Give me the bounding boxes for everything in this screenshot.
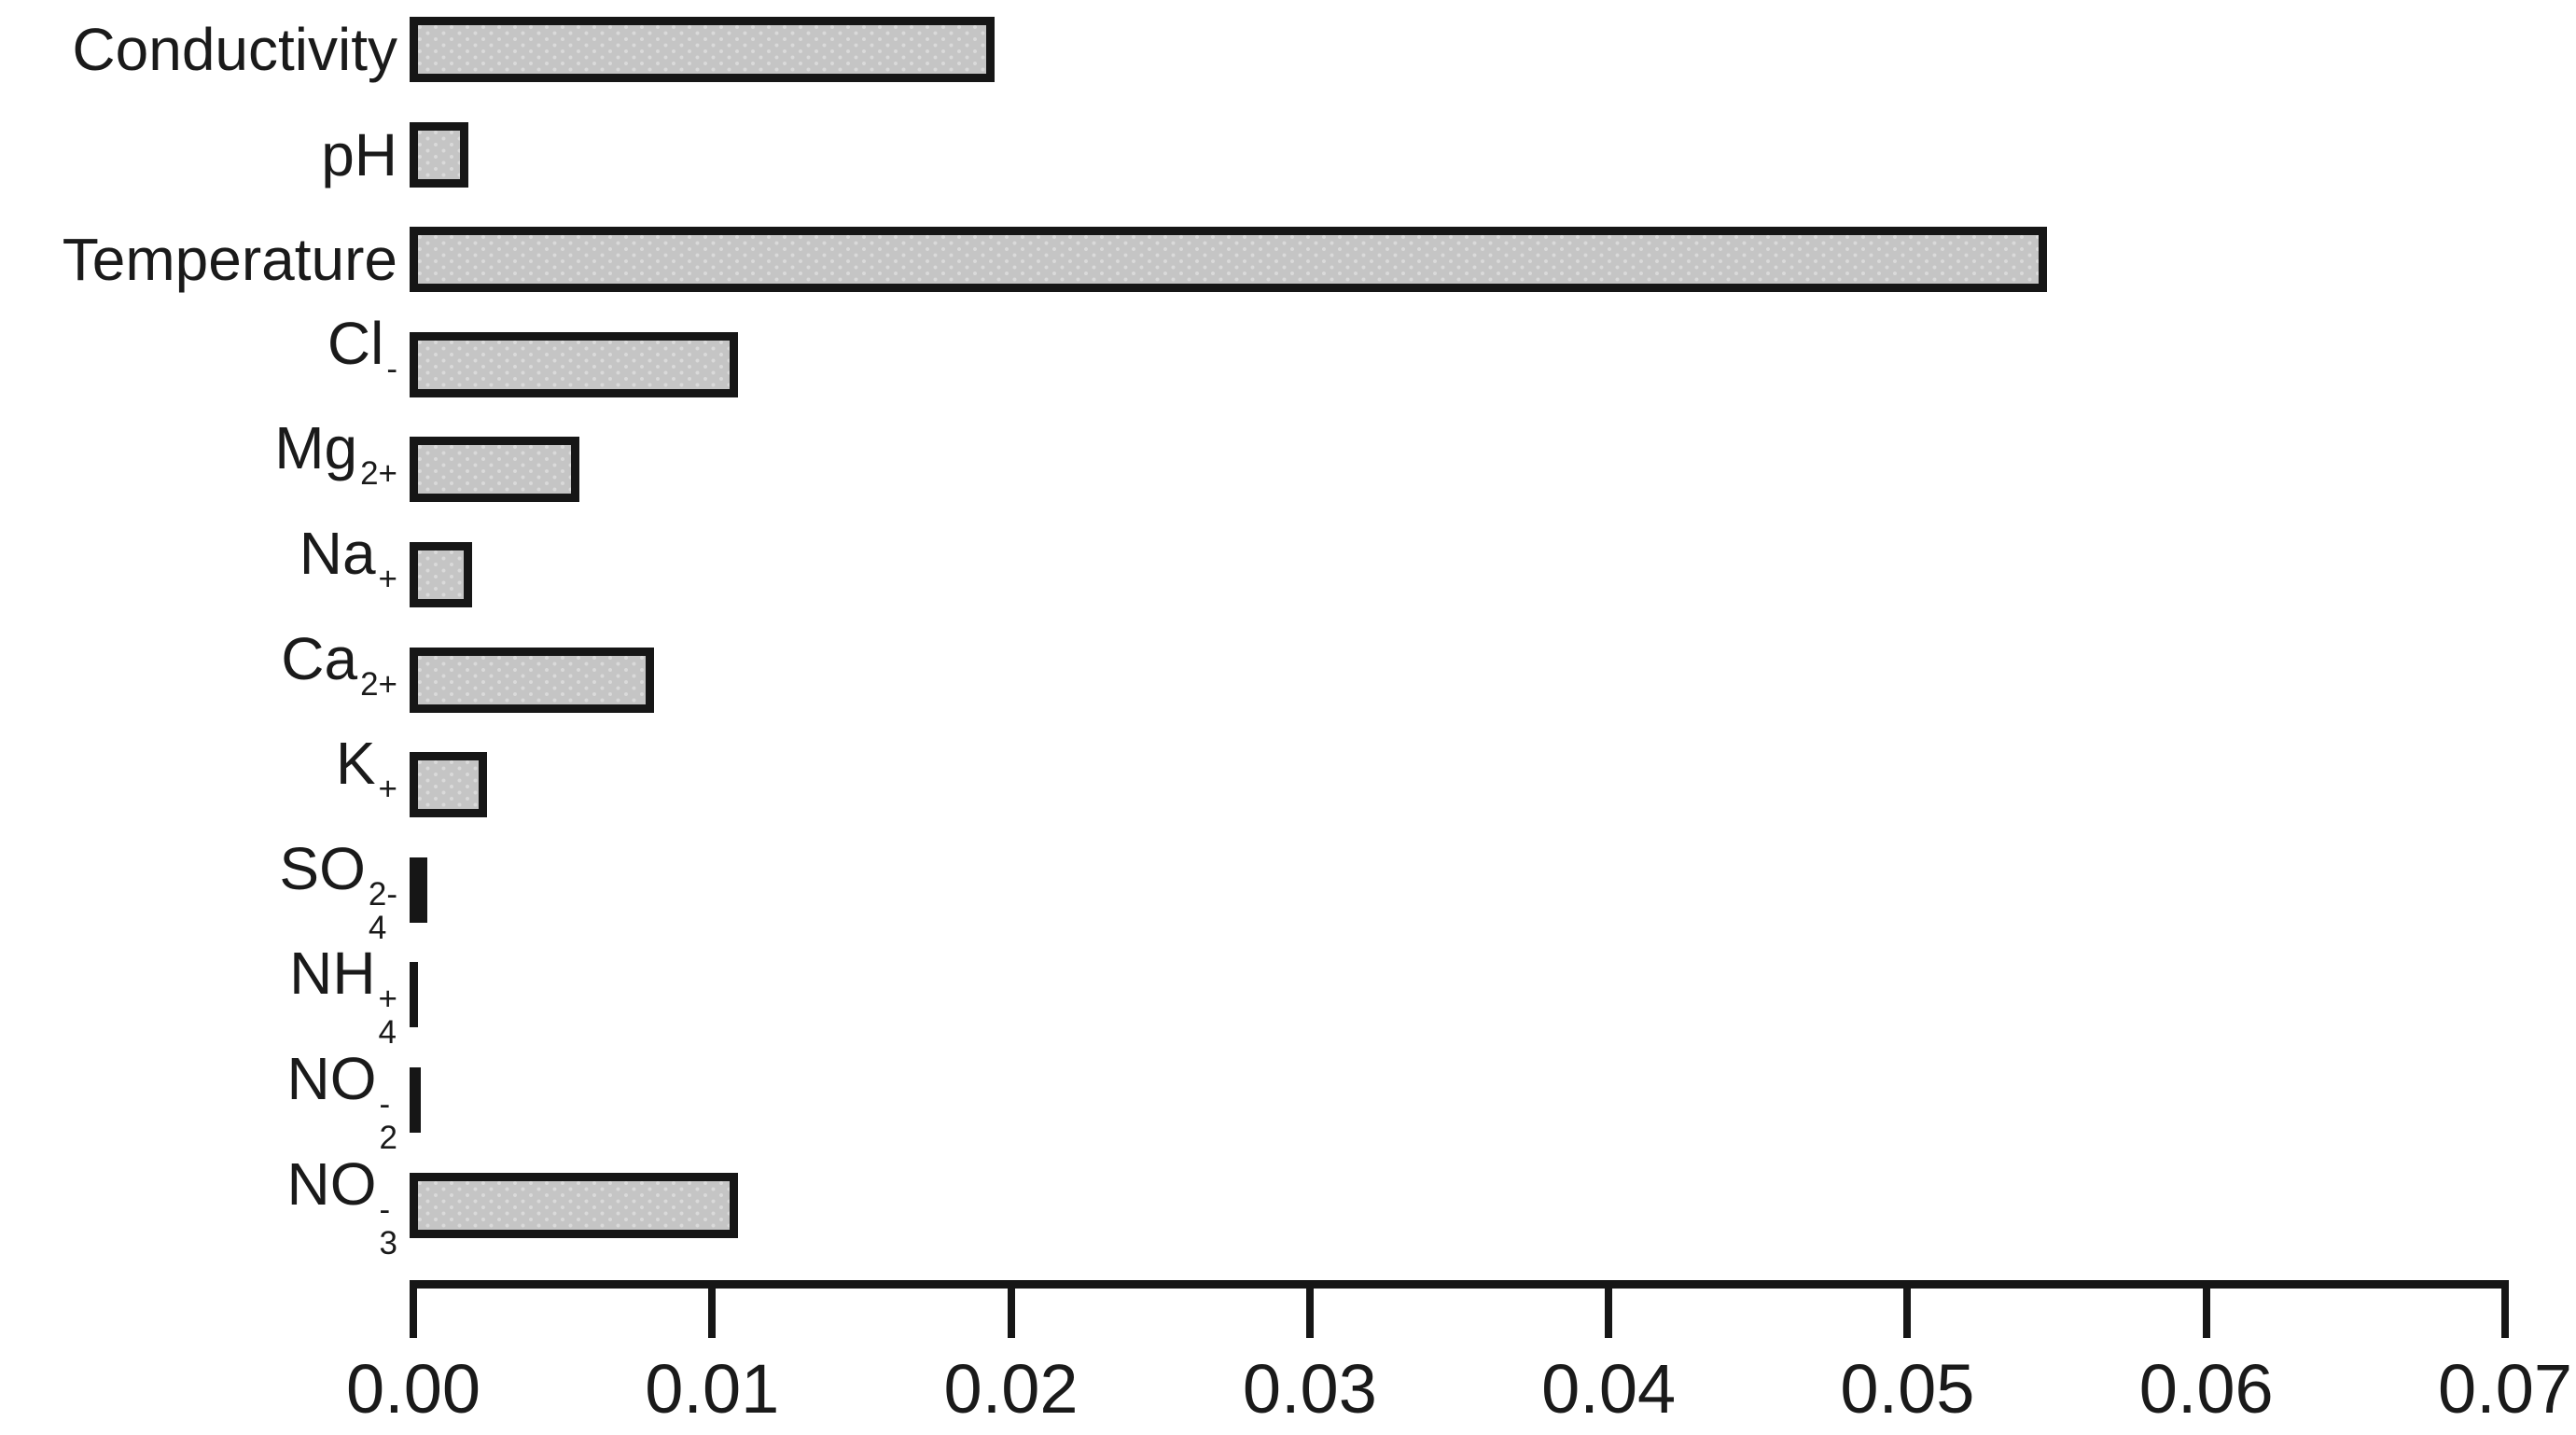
bar [410, 542, 472, 607]
category-label: Cl - [0, 311, 397, 397]
category-label-text: pH [321, 122, 397, 188]
category-sup-sub: - [386, 351, 397, 419]
x-axis-tick [1305, 1284, 1314, 1338]
category-label-text: Ca 2+ [281, 626, 397, 734]
bar [410, 122, 468, 188]
category-superscript: 2+ [360, 455, 397, 492]
x-axis-tick [2501, 1284, 2509, 1338]
category-label: Conductivity [0, 17, 397, 82]
category-base: Temperature [62, 226, 397, 293]
bar [410, 1067, 421, 1133]
category-label: Ca 2+ [0, 626, 397, 713]
category-label: NO -2 [0, 1046, 397, 1154]
x-axis-tick [410, 1284, 417, 1338]
category-label: SO 2- 4 [0, 836, 397, 944]
x-axis-tick-label: 0.04 [1541, 1350, 1677, 1428]
category-base: Conductivity [72, 16, 397, 83]
category-label-text: Temperature [63, 227, 397, 292]
category-subscript: 4 [368, 910, 387, 946]
category-label: Na + [0, 521, 397, 607]
x-axis-tick [1903, 1284, 1912, 1338]
category-sup-sub: 2+ [360, 455, 397, 523]
category-base: NO [286, 1045, 377, 1112]
x-axis-tick-label: 0.06 [2138, 1350, 2274, 1428]
x-axis-line [410, 1280, 2509, 1289]
category-superscript: - [379, 1086, 391, 1122]
bar [410, 437, 579, 502]
bar [410, 648, 654, 713]
category-label-text: Mg 2+ [274, 415, 397, 523]
category-superscript: + [378, 771, 397, 807]
category-base: Mg [274, 414, 358, 481]
category-superscript: 2- [368, 876, 397, 913]
category-label: Temperature [0, 227, 397, 292]
category-label-text: Conductivity [72, 17, 397, 82]
category-sup-sub: 2+ [360, 666, 397, 734]
category-label-text: NO -3 [287, 1151, 397, 1260]
category-label: K + [0, 731, 397, 817]
x-axis-tick-label: 0.00 [345, 1350, 481, 1428]
category-superscript: - [386, 351, 397, 387]
bar [410, 962, 418, 1027]
category-superscript: + [378, 981, 397, 1017]
category-superscript: 2+ [360, 666, 397, 703]
x-axis-tick [2202, 1284, 2210, 1338]
category-base: SO [279, 835, 366, 902]
category-base: Na [299, 520, 376, 587]
category-subscript: 3 [379, 1225, 397, 1261]
category-label-text: NH +4 [289, 940, 397, 1049]
x-axis-tick-label: 0.07 [2437, 1350, 2573, 1428]
bar [410, 857, 427, 923]
category-label-text: NO -2 [287, 1046, 397, 1154]
category-sup-sub: + [379, 773, 397, 839]
category-base: Cl [327, 310, 384, 377]
category-base: Ca [281, 625, 358, 692]
x-axis-tick [1605, 1284, 1613, 1338]
category-base: K [335, 730, 376, 797]
category-label-text: K + [336, 731, 397, 839]
category-subscript: 4 [378, 1014, 397, 1051]
category-label-text: Na + [299, 521, 397, 629]
bar [410, 17, 995, 82]
x-axis-tick-label: 0.02 [943, 1350, 1079, 1428]
category-subscript: 2 [379, 1120, 397, 1156]
category-label-text: Cl - [327, 311, 397, 419]
bar [410, 227, 2047, 292]
category-superscript: + [378, 561, 397, 597]
bar [410, 332, 738, 397]
category-sup-sub: + [378, 561, 397, 629]
x-axis-tick-label: 0.01 [645, 1350, 780, 1428]
category-base: pH [321, 121, 397, 188]
category-sup-sub: -3 [379, 1191, 397, 1261]
category-base: NH [289, 940, 376, 1007]
category-sup-sub: -2 [379, 1086, 397, 1156]
bar [410, 752, 487, 817]
category-sup-sub: 2- 4 [368, 876, 397, 946]
category-label: NO -3 [0, 1151, 397, 1260]
x-axis-tick [1007, 1284, 1015, 1338]
category-label-text: SO 2- 4 [279, 836, 397, 944]
category-label: Mg 2+ [0, 415, 397, 502]
x-axis-tick-label: 0.05 [1840, 1350, 1975, 1428]
bar [410, 1173, 738, 1238]
x-axis-tick [708, 1284, 717, 1338]
category-superscript: - [379, 1191, 391, 1228]
category-sup-sub: +4 [378, 981, 397, 1051]
category-base: NO [286, 1150, 377, 1218]
x-axis-tick-label: 0.03 [1242, 1350, 1377, 1428]
category-label: pH [0, 122, 397, 188]
category-label: NH +4 [0, 940, 397, 1049]
